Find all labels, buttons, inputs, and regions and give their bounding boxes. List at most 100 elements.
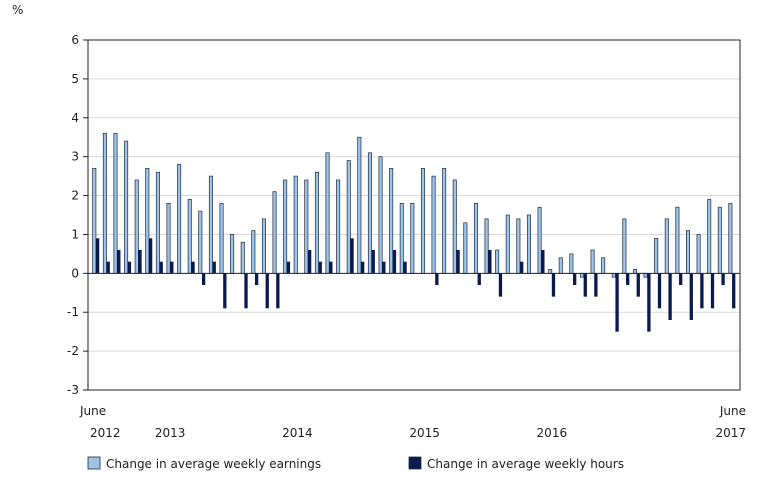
bar-earnings xyxy=(399,202,404,274)
bar-hours xyxy=(689,273,693,320)
legend-swatch xyxy=(408,456,422,470)
bar-hours xyxy=(127,261,132,274)
bar-earnings xyxy=(92,167,97,274)
bar-earnings xyxy=(272,191,277,274)
bar-earnings xyxy=(601,257,606,274)
bar-earnings xyxy=(325,152,330,274)
x-axis-month-label: June xyxy=(719,404,746,418)
bar-hours xyxy=(212,261,216,274)
bar-earnings xyxy=(113,132,118,274)
plot-frame xyxy=(87,39,741,391)
bar-hours xyxy=(498,273,503,297)
bar-earnings xyxy=(208,175,213,274)
bar-earnings xyxy=(177,164,182,274)
bar-earnings xyxy=(707,199,712,274)
bar-earnings xyxy=(484,218,489,274)
bar-earnings xyxy=(304,179,309,274)
y-tick-label: 4 xyxy=(71,111,79,125)
bar-hours xyxy=(307,250,312,274)
bar-earnings xyxy=(569,253,574,274)
bar-hours xyxy=(657,273,662,309)
bar-hours xyxy=(371,250,375,274)
bar-hours xyxy=(254,273,259,285)
y-tick-label: 0 xyxy=(71,266,79,280)
bar-earnings xyxy=(420,167,425,274)
x-axis-year-label: 2012 xyxy=(90,426,121,440)
bar-hours xyxy=(286,261,291,274)
bar-hours xyxy=(265,273,269,309)
y-tick-label: -3 xyxy=(67,383,79,397)
bar-earnings xyxy=(198,210,203,274)
bar-hours xyxy=(456,250,460,274)
bar-earnings xyxy=(473,202,478,274)
y-tick-label: 1 xyxy=(71,227,79,241)
bar-earnings xyxy=(675,206,680,274)
bar-hours xyxy=(700,273,704,309)
bar-earnings xyxy=(145,167,150,274)
bar-earnings xyxy=(346,160,351,274)
y-tick-label: 2 xyxy=(71,189,79,203)
bar-hours xyxy=(360,261,365,274)
bar-hours xyxy=(721,273,725,285)
bar-earnings xyxy=(590,249,595,274)
y-axis-ticks: 6 5 4 3 2 1 0 -1 -2 -3 xyxy=(67,33,88,397)
bar-earnings xyxy=(463,222,468,274)
bar-earnings xyxy=(187,199,192,274)
bar-earnings xyxy=(728,202,733,274)
bar-earnings xyxy=(102,132,107,274)
bar-hours xyxy=(488,250,492,274)
bar-earnings xyxy=(537,206,542,274)
y-tick-label: -1 xyxy=(67,305,79,319)
bar-earnings xyxy=(410,202,415,274)
bar-hours xyxy=(647,273,651,332)
bar-earnings xyxy=(526,214,531,274)
x-axis-month-label: June xyxy=(79,404,106,418)
bar-hours xyxy=(520,261,524,274)
bar-earnings xyxy=(717,206,722,274)
bar-earnings xyxy=(367,152,372,274)
bar-hours xyxy=(201,273,206,285)
bar-hours xyxy=(159,261,163,274)
bar-earnings xyxy=(134,179,139,274)
bar-earnings xyxy=(283,179,288,274)
bar-earnings xyxy=(442,167,447,274)
bar-hours xyxy=(170,261,174,274)
bar-hours xyxy=(403,261,407,274)
bar-hours xyxy=(106,261,110,274)
y-axis-unit-label: % xyxy=(12,3,23,17)
plot-border xyxy=(87,39,741,391)
bar-earnings xyxy=(558,257,563,274)
bar-earnings xyxy=(452,179,457,274)
bar-earnings xyxy=(219,202,224,274)
bar-hours xyxy=(350,238,354,274)
bar-earnings xyxy=(431,175,436,274)
bar-earnings xyxy=(293,175,298,274)
bar-hours xyxy=(541,250,545,274)
bar-hours xyxy=(594,273,598,297)
bar-hours xyxy=(615,273,619,332)
bar-hours xyxy=(244,273,248,309)
bar-hours xyxy=(710,273,715,309)
bar-earnings xyxy=(230,234,235,274)
bar-earnings xyxy=(378,156,383,274)
bar-earnings xyxy=(124,140,129,274)
bar-earnings xyxy=(548,269,553,274)
bar-hours xyxy=(382,261,386,274)
bar-earnings xyxy=(389,167,394,274)
bar-hours xyxy=(191,261,195,274)
bar-hours xyxy=(668,273,672,320)
bar-hours xyxy=(573,273,577,285)
x-axis-year-label: 2015 xyxy=(409,426,440,440)
bar-hours xyxy=(583,273,587,297)
x-axis-year-label: 2014 xyxy=(282,426,313,440)
x-axis-year-label: 2017 xyxy=(715,426,746,440)
bar-earnings xyxy=(685,230,690,274)
x-axis-year-label: 2016 xyxy=(537,426,568,440)
bar-earnings xyxy=(314,171,319,274)
bars-layer xyxy=(92,132,736,332)
bar-hours xyxy=(636,273,640,297)
x-axis-year-label: 2013 xyxy=(155,426,186,440)
y-tick-label: 6 xyxy=(71,33,79,47)
bar-earnings xyxy=(516,218,521,274)
